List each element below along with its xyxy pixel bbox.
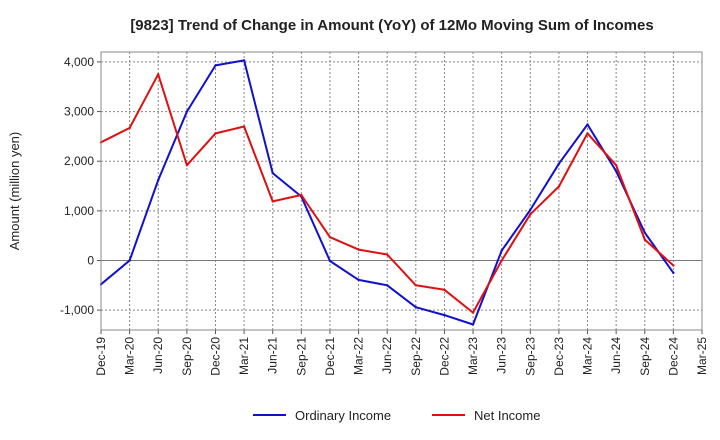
data-point — [414, 305, 418, 309]
x-axis: Dec-19 Mar-20 Jun-20 Sep-20 Dec-20 Mar-21 Jun-… — [94, 330, 709, 376]
x-tick-label: Dec-21 — [323, 337, 337, 376]
x-tick-label: Mar-20 — [123, 337, 137, 375]
grid — [101, 52, 702, 330]
data-point — [471, 323, 475, 326]
data-point — [300, 193, 303, 197]
y-tick-label: 3,000 — [64, 105, 94, 119]
y-tick-label: 0 — [87, 254, 94, 268]
y-tick-label: 1,000 — [64, 204, 94, 218]
x-tick-label: Mar-24 — [581, 337, 595, 375]
x-tick-label: Dec-20 — [208, 337, 222, 376]
x-tick-label: Sep-20 — [180, 337, 194, 376]
data-point — [414, 284, 418, 287]
data-point — [185, 163, 189, 167]
data-point — [614, 163, 618, 167]
x-tick-label: Dec-19 — [94, 337, 108, 376]
data-point — [443, 313, 446, 317]
data-point — [128, 259, 131, 262]
data-point — [328, 235, 332, 239]
data-point — [443, 288, 446, 291]
data-point — [500, 259, 503, 262]
data-point — [271, 171, 274, 175]
data-point — [271, 200, 274, 203]
x-tick-label: Sep-21 — [294, 337, 308, 376]
data-point — [185, 110, 189, 113]
y-axis-title: Amount (million yen) — [7, 132, 22, 251]
x-tick-label: Sep-22 — [409, 337, 423, 376]
data-point — [385, 284, 389, 287]
x-tick-label: Dec-24 — [666, 337, 680, 376]
x-tick-label: Mar-25 — [695, 337, 709, 375]
x-tick-label: Dec-22 — [437, 337, 451, 376]
plot-frame — [100, 51, 703, 331]
data-point — [672, 264, 675, 267]
data-point — [157, 73, 160, 76]
y-tick-label: 2,000 — [64, 154, 94, 168]
data-point — [586, 132, 589, 135]
data-point — [557, 185, 561, 188]
chart-title: [9823] Trend of Change in Amount (YoY) o… — [130, 17, 653, 34]
data-point — [529, 208, 532, 212]
y-tick-label: 4,000 — [64, 55, 94, 69]
data-point — [672, 271, 675, 275]
data-point — [328, 259, 332, 263]
data-point — [157, 178, 160, 182]
x-tick-label: Mar-21 — [237, 337, 251, 375]
data-point — [557, 162, 561, 165]
data-point — [614, 169, 618, 173]
x-tick-label: Dec-23 — [552, 337, 566, 376]
x-tick-label: Mar-22 — [352, 337, 366, 375]
data-point — [529, 213, 532, 216]
data-point — [357, 248, 360, 251]
x-tick-label: Jun-22 — [380, 337, 394, 374]
data-point — [500, 249, 503, 252]
data-point — [214, 132, 217, 135]
data-point — [242, 125, 246, 128]
data-point — [471, 311, 475, 314]
plot-area — [99, 59, 675, 326]
legend: Ordinary Income Net Income — [253, 408, 540, 423]
data-point — [385, 253, 389, 256]
y-axis: -1,000 0 1,000 2,000 3,000 4,000 — [60, 55, 101, 317]
x-tick-label: Sep-24 — [638, 337, 652, 376]
data-point — [643, 231, 646, 234]
legend-label: Ordinary Income — [295, 408, 391, 423]
data-point — [214, 64, 217, 67]
legend-label: Net Income — [474, 408, 540, 423]
data-point — [643, 238, 646, 241]
y-tick-label: -1,000 — [60, 303, 94, 317]
x-tick-label: Mar-23 — [466, 337, 480, 375]
x-tick-label: Jun-21 — [266, 337, 280, 374]
data-point — [242, 59, 246, 62]
data-point — [128, 126, 131, 130]
data-point — [357, 278, 360, 282]
data-point — [586, 123, 589, 126]
x-tick-label: Sep-23 — [523, 337, 537, 376]
x-tick-label: Jun-24 — [609, 337, 623, 374]
x-tick-label: Jun-23 — [495, 337, 509, 374]
x-tick-label: Jun-20 — [151, 337, 165, 374]
